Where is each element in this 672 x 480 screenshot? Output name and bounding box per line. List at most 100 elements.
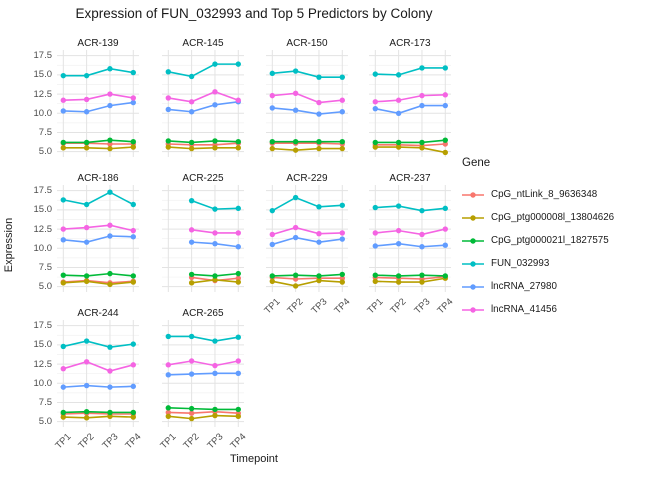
- series-point-cpg-ptg000021l-1827575: [212, 406, 218, 413]
- series-point-lncrna-27980: [83, 239, 90, 245]
- series-point-cpg-ptg000008l-13804626: [212, 277, 218, 283]
- series-point-fun-032993: [316, 204, 322, 210]
- series-point-fun-032993: [442, 205, 448, 212]
- series-point-lncrna-41456: [60, 365, 66, 372]
- series-point-lncrna-41456: [188, 358, 195, 364]
- series-line-cpg-ptg000021l-1827575: [167, 407, 240, 411]
- series-point-lncrna-27980: [107, 233, 113, 239]
- legend-items: CpG_ntLink_8_9636348 CpG_ptg000008l_13804…: [462, 183, 614, 321]
- series-point-lncrna-27980: [316, 111, 322, 117]
- series-point-lncrna-27980: [60, 108, 66, 114]
- legend-label: CpG_ntLink_8_9636348: [491, 189, 598, 200]
- series-point-cpg-ptg000021l-1827575: [188, 405, 195, 412]
- series-point-cpg-ptg000021l-1827575: [130, 273, 136, 279]
- series-point-cpg-ptg000021l-1827575: [60, 272, 66, 278]
- series-point-cpg-ptg000021l-1827575: [212, 138, 218, 144]
- series-point-lncrna-27980: [165, 372, 171, 378]
- series-point-cpg-ptg000008l-13804626: [235, 279, 241, 285]
- x-tick-label: TP3: [308, 296, 330, 317]
- series-point-fun-032993: [212, 338, 218, 344]
- series-point-lncrna-41456: [419, 231, 425, 238]
- series-line-lncrna-27980: [271, 236, 344, 246]
- facet-panel: [266, 50, 348, 157]
- series-point-fun-032993: [130, 69, 136, 76]
- chart-title: Expression of FUN_032993 and Top 5 Predi…: [75, 6, 433, 21]
- series-line-fun-032993: [62, 67, 135, 77]
- series-line-fun-032993: [62, 191, 135, 206]
- series-point-cpg-ptg000021l-1827575: [372, 272, 378, 278]
- series-point-cpg-ptg000021l-1827575: [83, 273, 90, 279]
- facet-panel: [162, 185, 244, 292]
- series-line-fun-032993: [374, 67, 447, 76]
- series-line-cpg-ptg000008l-13804626: [62, 280, 135, 286]
- series-point-lncrna-27980: [212, 240, 218, 247]
- y-tick-label: 10.0: [33, 377, 53, 389]
- series-point-fun-032993: [395, 72, 402, 78]
- series-line-cpg-ptg000008l-13804626: [62, 146, 135, 150]
- legend-item: FUN_032993: [462, 252, 614, 275]
- series-point-lncrna-41456: [83, 96, 90, 103]
- y-tick-label: 15.0: [33, 339, 53, 351]
- series-point-fun-032993: [395, 203, 402, 209]
- series-point-lncrna-27980: [188, 109, 195, 115]
- y-tick-label: 17.5: [33, 50, 53, 62]
- series-point-fun-032993: [212, 61, 218, 67]
- series-line-cpg-ptg000008l-13804626: [62, 415, 135, 419]
- series-point-cpg-ptg000021l-1827575: [107, 137, 113, 143]
- series-point-cpg-ptg000008l-13804626: [395, 144, 402, 150]
- facet-title: ACR-173: [389, 38, 431, 49]
- series-point-lncrna-41456: [188, 99, 195, 105]
- series-point-fun-032993: [188, 73, 195, 80]
- y-tick-label: 17.5: [33, 185, 53, 197]
- series-point-cpg-ptg000021l-1827575: [395, 273, 402, 279]
- series-line-cpg-ptg000021l-1827575: [167, 140, 240, 144]
- series-line-cpg-ptg000008l-13804626: [271, 279, 344, 287]
- series-line-lncrna-41456: [374, 228, 447, 236]
- series-line-fun-032993: [271, 70, 344, 78]
- series-line-lncrna-41456: [62, 224, 135, 232]
- series-line-fun-032993: [271, 196, 344, 212]
- series-line-cpg-ptg000008l-13804626: [374, 146, 447, 154]
- series-point-fun-032993: [316, 74, 322, 80]
- series-point-cpg-ptg000008l-13804626: [212, 412, 218, 419]
- series-point-cpg-ptg000021l-1827575: [107, 409, 113, 416]
- facet-panel: [57, 50, 139, 157]
- series-point-lncrna-41456: [372, 99, 378, 105]
- series-point-fun-032993: [60, 197, 66, 203]
- y-tick-label: 5.0: [38, 281, 52, 293]
- series-line-fun-032993: [167, 335, 240, 342]
- series-point-fun-032993: [339, 74, 345, 80]
- series-point-cpg-ptg000021l-1827575: [316, 138, 322, 145]
- y-tick-label: 10.0: [33, 107, 53, 119]
- series-point-lncrna-27980: [339, 109, 345, 115]
- series-line-lncrna-27980: [62, 235, 135, 243]
- series-point-lncrna-27980: [316, 239, 322, 245]
- y-tick-label: 12.5: [33, 223, 53, 235]
- series-point-lncrna-27980: [130, 383, 136, 390]
- series-line-fun-032993: [374, 205, 447, 212]
- series-point-cpg-ptg000021l-1827575: [188, 139, 195, 146]
- series-point-cpg-ptg000008l-13804626: [419, 279, 425, 285]
- facet-title: ACR-229: [286, 173, 328, 184]
- series-point-fun-032993: [372, 204, 378, 211]
- y-tick-label: 5.0: [38, 146, 52, 158]
- series-line-cpg-ptg000021l-1827575: [62, 139, 135, 144]
- series-line-cpg-ntlink-8-9636348: [271, 276, 344, 280]
- series-line-lncrna-27980: [62, 384, 135, 388]
- series-point-fun-032993: [292, 194, 299, 201]
- series-point-lncrna-41456: [372, 230, 378, 236]
- series-point-lncrna-27980: [130, 234, 136, 240]
- facet-panel: [162, 50, 244, 157]
- series-point-cpg-ptg000008l-13804626: [60, 280, 66, 286]
- series-point-lncrna-27980: [188, 239, 195, 245]
- series-point-lncrna-27980: [188, 371, 195, 377]
- series-point-cpg-ptg000008l-13804626: [188, 145, 195, 152]
- series-point-fun-032993: [292, 68, 299, 74]
- series-point-fun-032993: [188, 197, 195, 204]
- series-line-lncrna-41456: [62, 93, 135, 102]
- facet-title: ACR-145: [182, 38, 224, 49]
- series-point-cpg-ntlink-8-9636348: [165, 409, 171, 416]
- series-point-lncrna-41456: [292, 224, 299, 231]
- series-point-fun-032993: [372, 71, 378, 77]
